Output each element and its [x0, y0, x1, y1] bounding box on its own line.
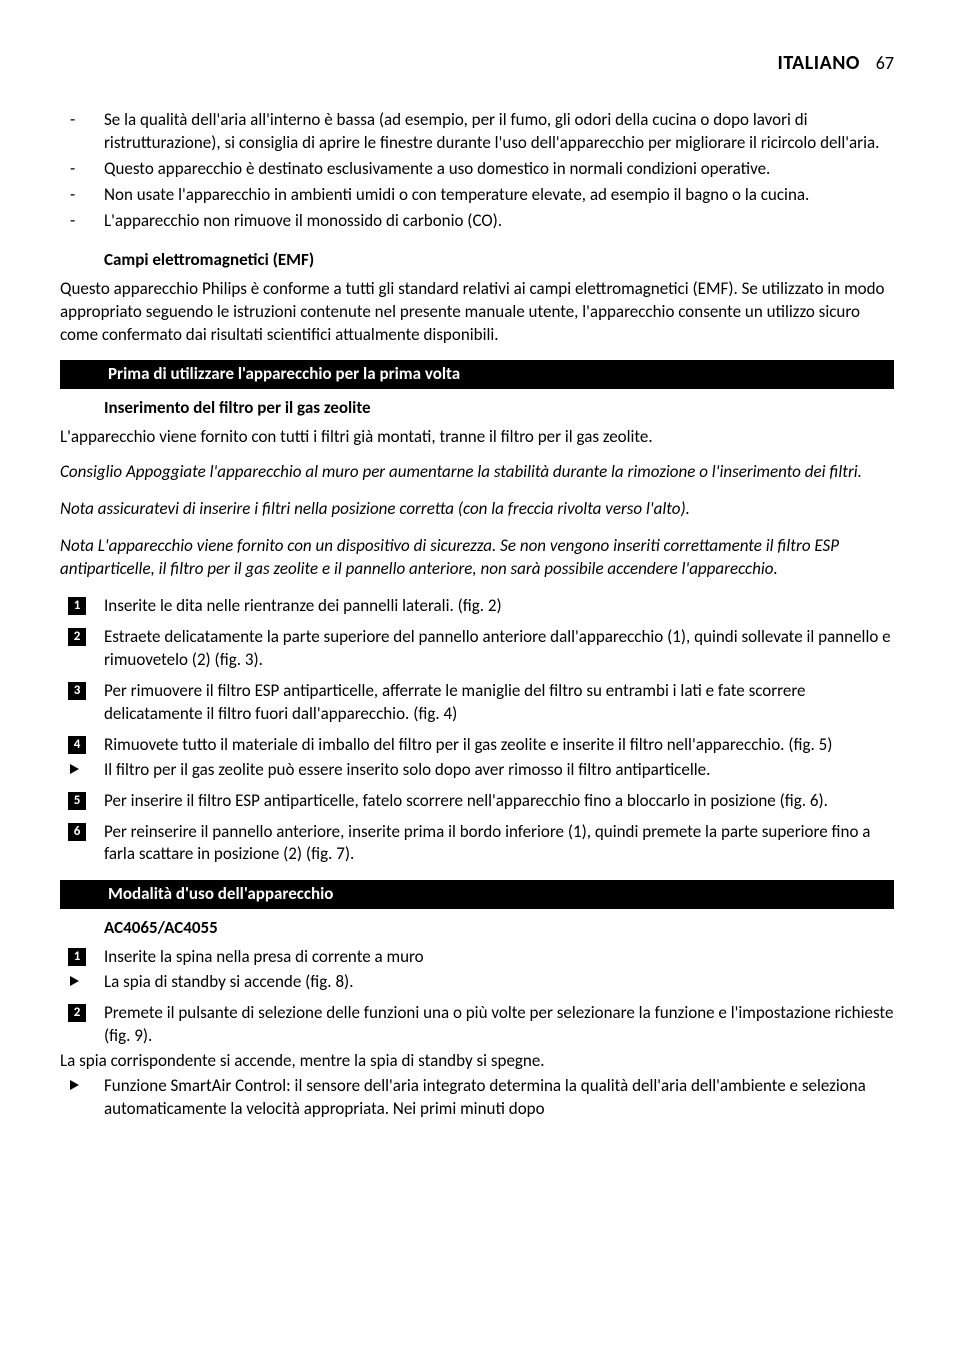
step-item: 2 Estraete delicatamente la parte superio… [60, 626, 894, 672]
step-marker: 6 [68, 823, 86, 841]
tip-text: Consiglio Appoggiate l'apparecchio al mu… [60, 461, 894, 484]
note-text: Nota L'apparecchio viene fornito con un … [60, 535, 894, 581]
step-marker: 3 [68, 682, 86, 700]
step-note: La spia di standby si accende (fig. 8). [60, 971, 894, 994]
sub-heading-model: AC4065/AC4055 [104, 917, 894, 940]
step-item: 5 Per inserire il filtro ESP antiparticel… [60, 790, 894, 813]
step-text: Inserite la spina nella presa di corrent… [104, 946, 424, 967]
step-note: Il filtro per il gas zeolite può essere … [60, 759, 894, 782]
step-text: Inserite le dita nelle rientranze dei pa… [104, 595, 502, 616]
body-text: La spia corrispondente si accende, mentr… [60, 1050, 894, 1073]
step-marker: 2 [68, 1004, 86, 1022]
list-item: Questo apparecchio è destinato esclusiva… [60, 158, 894, 181]
step-note-text: Il filtro per il gas zeolite può essere … [104, 759, 710, 780]
step-item: 6 Per reinserire il pannello anteriore, i… [60, 821, 894, 867]
page-number: 67 [876, 52, 894, 74]
body-text: L'apparecchio viene fornito con tutti i … [60, 426, 894, 449]
step-item: 4 Rimuovete tutto il materiale di imballo… [60, 734, 894, 757]
bullet-item: Funzione SmartAir Control: il sensore de… [60, 1075, 894, 1121]
emf-heading: Campi elettromagnetici (EMF) [104, 249, 894, 272]
sub-heading-filter-insert: Inserimento del filtro per il gas zeolit… [104, 397, 894, 420]
section-bar-first-use: Prima di utilizzare l'apparecchio per la… [60, 360, 894, 389]
step-text: Premete il pulsante di selezione delle f… [104, 1002, 893, 1046]
step-item: 3 Per rimuovere il filtro ESP antipartice… [60, 680, 894, 726]
step-text: Per reinserire il pannello anteriore, in… [104, 821, 870, 865]
step-marker: 1 [68, 948, 86, 966]
list-item: L'apparecchio non rimuove il monossido d… [60, 210, 894, 233]
step-text: Per rimuovere il filtro ESP antiparticel… [104, 680, 806, 724]
numbered-steps-usage: 1 Inserite la spina nella presa di corren… [60, 946, 894, 1048]
step-text: Rimuovete tutto il materiale di imballo … [104, 734, 832, 755]
note-text: Nota assicuratevi di inserire i filtri n… [60, 498, 894, 521]
list-item: Non usate l'apparecchio in ambienti umid… [60, 184, 894, 207]
step-note-text: La spia di standby si accende (fig. 8). [104, 971, 354, 992]
language-label: ITALIANO [778, 51, 860, 75]
page-header: ITALIANO 67 [60, 50, 894, 77]
step-text: Estraete delicatamente la parte superior… [104, 626, 891, 670]
step-marker: 1 [68, 597, 86, 615]
section-bar-usage: Modalità d'uso dell'apparecchio [60, 880, 894, 909]
bullet-text: Funzione SmartAir Control: il sensore de… [104, 1075, 866, 1119]
step-text: Per inserire il filtro ESP antiparticell… [104, 790, 828, 811]
step-marker: 4 [68, 736, 86, 754]
sub-bullets: Funzione SmartAir Control: il sensore de… [60, 1075, 894, 1121]
list-item: Se la qualità dell'aria all'interno è ba… [60, 109, 894, 155]
intro-bullet-list: Se la qualità dell'aria all'interno è ba… [60, 109, 894, 233]
step-marker: 5 [68, 792, 86, 810]
emf-body: Questo apparecchio Philips è conforme a … [60, 278, 894, 347]
step-item: 1 Inserite la spina nella presa di corren… [60, 946, 894, 969]
step-item: 2 Premete il pulsante di selezione delle … [60, 1002, 894, 1048]
step-item: 1 Inserite le dita nelle rientranze dei p… [60, 595, 894, 618]
step-marker: 2 [68, 628, 86, 646]
numbered-steps: 1 Inserite le dita nelle rientranze dei p… [60, 595, 894, 866]
